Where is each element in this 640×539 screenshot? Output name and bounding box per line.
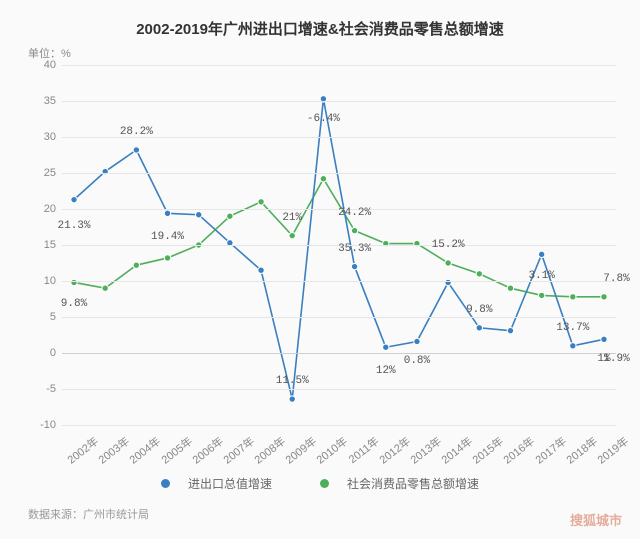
- y-axis-label: 40: [26, 59, 56, 71]
- data-label: 3.1%: [528, 270, 554, 282]
- y-axis-label: 5: [26, 311, 56, 323]
- series-marker: [570, 343, 576, 349]
- y-axis-label: -5: [26, 383, 56, 395]
- legend-marker: [161, 479, 170, 488]
- data-label: 9.8%: [61, 298, 87, 310]
- legend-label: 进出口总值增速: [188, 475, 272, 492]
- series-marker: [601, 336, 607, 342]
- series-marker: [414, 338, 420, 344]
- x-axis-label: 2002年: [64, 433, 102, 467]
- series-marker: [507, 327, 513, 333]
- series-marker: [445, 260, 451, 266]
- series-marker: [351, 227, 357, 233]
- x-axis-label: 2018年: [563, 433, 601, 467]
- series-marker: [289, 232, 295, 238]
- series-marker: [133, 262, 139, 268]
- x-axis-label: 2006年: [188, 433, 226, 467]
- x-axis-label: 2011年: [345, 433, 382, 467]
- data-label: 13.7%: [556, 322, 589, 334]
- chart-title: 2002-2019年广州进出口增速&社会消费品零售总额增速: [20, 18, 620, 39]
- series-marker: [258, 267, 264, 273]
- gridline: [62, 65, 616, 66]
- unit-label: 单位：%: [28, 45, 620, 61]
- data-label: 21%: [282, 212, 302, 224]
- x-axis-label: 2004年: [126, 433, 164, 467]
- data-label: 9.8%: [466, 304, 492, 316]
- data-label: 24.2%: [338, 207, 371, 219]
- series-marker: [71, 196, 77, 202]
- x-axis-label: 2013年: [407, 433, 445, 467]
- data-label: 21.3%: [57, 220, 90, 232]
- gridline: [62, 317, 616, 318]
- gridline: [62, 425, 616, 426]
- legend: 进出口总值增速 社会消费品零售总额增速: [20, 475, 620, 492]
- data-label: 1.9%: [603, 353, 629, 365]
- data-label: 0.8%: [404, 355, 430, 367]
- y-axis-label: 15: [26, 239, 56, 251]
- series-marker: [289, 396, 295, 402]
- series-marker: [476, 271, 482, 277]
- gridline: [62, 173, 616, 174]
- x-axis-label: 2009年: [282, 433, 320, 467]
- y-axis-label: 30: [26, 131, 56, 143]
- x-axis-label: 2007年: [220, 433, 258, 467]
- series-marker: [601, 294, 607, 300]
- data-label: 35.3%: [338, 243, 371, 255]
- gridline: [62, 389, 616, 390]
- y-axis-label: 0: [26, 347, 56, 359]
- data-label: 28.2%: [120, 126, 153, 138]
- series-marker: [383, 344, 389, 350]
- data-label: 19.4%: [151, 231, 184, 243]
- series-marker: [164, 255, 170, 261]
- series-marker: [133, 147, 139, 153]
- x-axis-label: 2012年: [376, 433, 414, 467]
- x-axis-label: 2005年: [157, 433, 195, 467]
- series-marker: [476, 325, 482, 331]
- x-axis-label: 2017年: [531, 433, 569, 467]
- legend-item: 进出口总值增速: [149, 475, 284, 492]
- y-axis-label: -10: [26, 419, 56, 431]
- x-axis-label: 2016年: [500, 433, 538, 467]
- series-marker: [196, 212, 202, 218]
- x-axis-label: 2010年: [313, 433, 351, 467]
- y-axis-label: 25: [26, 167, 56, 179]
- plot-area: -10-505101520253035402002年2003年2004年2005…: [26, 65, 616, 425]
- y-axis-label: 10: [26, 275, 56, 287]
- data-label: 12%: [376, 365, 396, 377]
- data-label: 7.8%: [603, 273, 629, 285]
- y-axis-label: 20: [26, 203, 56, 215]
- series-marker: [102, 285, 108, 291]
- series-marker: [320, 176, 326, 182]
- x-axis-label: 2014年: [438, 433, 476, 467]
- series-marker: [570, 294, 576, 300]
- legend-marker: [320, 479, 329, 488]
- gridline: [62, 353, 616, 354]
- x-axis-label: 2015年: [469, 433, 507, 467]
- data-label: -6.4%: [307, 113, 340, 125]
- series-marker: [351, 263, 357, 269]
- series-marker: [538, 251, 544, 257]
- series-marker: [507, 285, 513, 291]
- x-axis-label: 2019年: [594, 433, 632, 467]
- watermark: 搜狐城市: [570, 510, 622, 529]
- series-marker: [538, 292, 544, 298]
- x-axis-label: 2008年: [251, 433, 289, 467]
- legend-label: 社会消费品零售总额增速: [347, 475, 479, 492]
- series-marker: [164, 210, 170, 216]
- series-marker: [258, 199, 264, 205]
- gridline: [62, 101, 616, 102]
- source-label: 数据来源：广州市统计局: [28, 506, 620, 522]
- legend-item: 社会消费品零售总额增速: [308, 475, 491, 492]
- chart-container: 2002-2019年广州进出口增速&社会消费品零售总额增速 单位：% -10 -5…: [0, 0, 640, 539]
- data-label: 15.2%: [432, 239, 465, 251]
- series-marker: [227, 213, 233, 219]
- data-label: 11.5%: [276, 375, 309, 387]
- x-axis-label: 2003年: [95, 433, 133, 467]
- y-axis-label: 35: [26, 95, 56, 107]
